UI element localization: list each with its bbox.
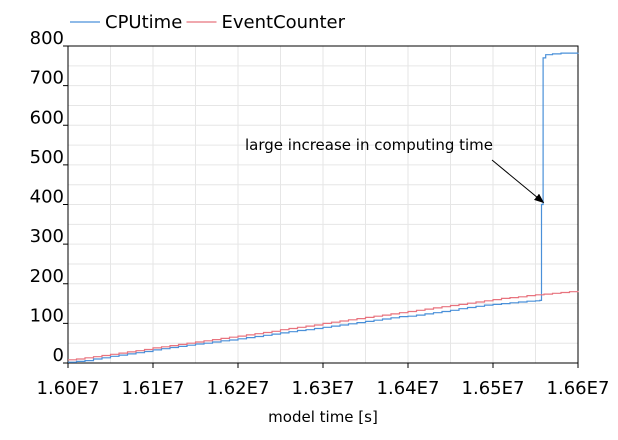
y-tick-label: 700 — [30, 68, 64, 89]
grid — [67, 45, 579, 364]
x-tick-label: 1.61E7 — [122, 378, 185, 399]
series-line-cputime — [68, 52, 579, 363]
x-tick-label: 1.65E7 — [462, 378, 525, 399]
x-tick-label: 1.63E7 — [292, 378, 355, 399]
y-tick-label: 600 — [30, 107, 64, 128]
y-axis: 0 100 200 300 400 500 600 700 800 — [30, 28, 68, 366]
x-axis: 1.60E7 1.61E7 1.62E7 1.63E7 1.64E7 1.65E7 1.66… — [37, 363, 610, 399]
x-tick-label: 1.62E7 — [207, 378, 270, 399]
annotation-arrow — [491, 159, 545, 204]
y-tick-label: 400 — [30, 187, 64, 208]
x-tick-label: 1.60E7 — [37, 378, 100, 399]
y-tick-label: 200 — [30, 266, 64, 287]
x-axis-label: model time [s] — [268, 408, 378, 426]
annotation: large increase in computing time — [245, 136, 545, 204]
y-tick-label: 500 — [30, 147, 64, 168]
annotation-text: large increase in computing time — [245, 136, 493, 154]
y-tick-label: 100 — [30, 305, 64, 326]
legend-label-cputime: CPUtime — [105, 12, 182, 33]
y-tick-label: 800 — [30, 28, 64, 49]
legend: CPUtime EventCounter — [70, 12, 346, 33]
x-tick-label: 1.64E7 — [377, 378, 440, 399]
series-line-eventcounter — [68, 290, 579, 361]
y-tick-label: 300 — [30, 226, 64, 247]
x-tick-label: 1.66E7 — [547, 378, 610, 399]
legend-label-eventcounter: EventCounter — [222, 12, 346, 33]
y-tick-label: 0 — [53, 345, 64, 366]
series-lines — [68, 52, 579, 363]
